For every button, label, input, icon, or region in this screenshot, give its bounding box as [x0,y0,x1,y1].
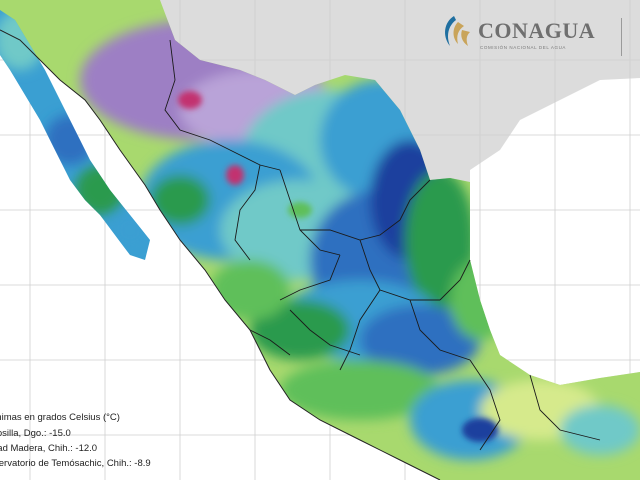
legend-item: servatorio de Temósachic, Chih.: -8.9 [0,458,151,469]
brand-divider [621,18,622,56]
gulf-of-california [30,40,160,220]
legend-item: dad Madera, Chih.: -12.0 [0,443,98,454]
minimum-temperature-legend: turas mínimas en grados Celsius (°C) Ros… [0,412,260,473]
legend-title: turas mínimas en grados Celsius (°C) [0,412,120,423]
legend-item: Rosilla, Dgo.: -15.0 [0,428,71,439]
pacific-coastline [0,29,441,480]
state-borders [164,39,601,451]
brand-subtitle: COMISIÓN NACIONAL DEL AGUA [480,45,567,50]
legend-list: Rosilla, Dgo.: -15.0 dad Madera, Chih.: … [0,428,260,469]
conagua-logo: CONAGUA COMISIÓN NACIONAL DEL AGUA [440,8,640,58]
brand-name: CONAGUA [478,18,596,43]
conagua-emblem-icon [445,16,470,46]
